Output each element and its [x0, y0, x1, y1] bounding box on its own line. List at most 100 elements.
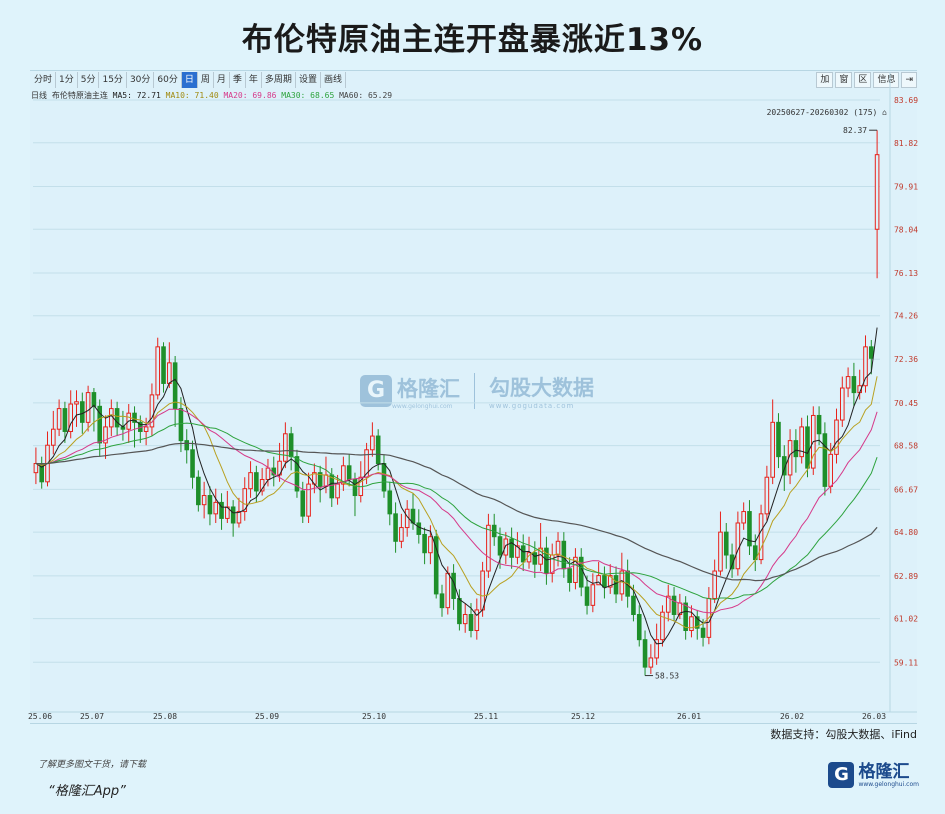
ma30-line — [35, 422, 878, 600]
x-tick-label: 26.01 — [677, 712, 701, 721]
chart-tool-0[interactable]: 加 — [816, 72, 834, 88]
candle-body — [520, 545, 526, 563]
chart-tool-1[interactable]: 窗 — [835, 72, 853, 88]
chart-tool-4[interactable]: ⇥ — [901, 72, 917, 88]
candle-body — [428, 536, 433, 554]
candle-body — [85, 392, 91, 423]
candle-body — [416, 522, 422, 535]
y-tick-label: 83.69 — [894, 96, 918, 105]
candle-body — [219, 501, 224, 519]
y-tick-label: 79.91 — [894, 182, 918, 191]
period-tab-3[interactable]: 15分 — [99, 72, 127, 88]
candle-body — [190, 449, 195, 478]
footer-note: 了解更多图文干货，请下载 — [38, 760, 147, 770]
y-tick-label: 64.80 — [894, 528, 918, 537]
period-tab-7[interactable]: 周 — [198, 72, 214, 88]
chart-frame — [30, 70, 917, 724]
candle-body — [300, 490, 306, 517]
period-tab-5[interactable]: 60分 — [154, 72, 182, 88]
chart-tool-2[interactable]: 区 — [854, 72, 872, 88]
candle-body — [718, 531, 723, 572]
candle-body — [613, 575, 619, 595]
y-tick-label: 81.82 — [894, 139, 918, 148]
candle-body — [532, 552, 538, 565]
ma5-label: MA5: 72.71 — [112, 91, 161, 100]
candle-body — [723, 531, 729, 556]
period-tab-4[interactable]: 30分 — [127, 72, 155, 88]
candle-body — [567, 568, 572, 583]
watermark-name: 格隆汇 — [397, 376, 460, 401]
candle-body — [265, 467, 271, 481]
candle-body — [578, 556, 584, 588]
candle-body — [97, 405, 103, 444]
high-annotation: 82.37 — [843, 126, 867, 135]
ma20-line — [35, 408, 878, 614]
candle-body — [863, 346, 868, 387]
candle-body — [375, 435, 381, 465]
candle-body — [393, 513, 398, 542]
period-tab-8[interactable]: 月 — [214, 72, 230, 88]
period-tab-11[interactable]: 多周期 — [262, 72, 296, 88]
candle-body — [758, 513, 764, 561]
candle-body — [851, 376, 857, 394]
y-tick-label: 59.11 — [894, 658, 918, 667]
candle-body — [80, 401, 85, 423]
candle-body — [590, 584, 596, 606]
period-tab-0[interactable]: 分时 — [31, 72, 57, 88]
period-tab-9[interactable]: 季 — [230, 72, 246, 88]
chart-tool-3[interactable]: 信息 — [873, 72, 900, 88]
candle-body — [387, 490, 393, 515]
candle-body — [370, 435, 375, 451]
candle-body — [793, 440, 799, 458]
candle-body — [555, 540, 561, 556]
candle-body — [236, 511, 242, 524]
candle-body — [607, 575, 613, 588]
candle-body — [770, 421, 775, 478]
watermark-logo-icon: G — [360, 375, 392, 407]
candle-body — [439, 593, 445, 609]
candle-body — [132, 412, 137, 423]
y-tick-label: 66.67 — [894, 485, 918, 494]
candle-body — [306, 483, 311, 517]
brand-name: 格隆汇 — [858, 761, 910, 782]
ma-legend-prefix: 日线 布伦特原油主连 — [31, 91, 108, 100]
y-tick-label: 70.45 — [894, 399, 918, 408]
period-tab-6[interactable]: 日 — [181, 72, 198, 88]
range-label: 20250627-20260302 (175) ⌂ — [766, 108, 887, 117]
candle-body — [799, 426, 804, 458]
candle-body — [834, 419, 839, 455]
y-tick-label: 68.58 — [894, 442, 918, 451]
footer-app-name: “格隆汇App” — [48, 784, 126, 799]
ma20-label: MA20: 69.86 — [223, 91, 277, 100]
period-tab-1[interactable]: 1分 — [56, 72, 78, 88]
candle-body — [474, 609, 480, 632]
candle-body — [51, 428, 56, 446]
candle-body — [839, 387, 845, 421]
candle-body — [648, 657, 654, 668]
ma-legend: 日线 布伦特原油主连 MA5: 72.71 MA10: 71.40 MA20: … — [31, 90, 392, 101]
period-tab-2[interactable]: 5分 — [78, 72, 100, 88]
brand-logo: G 格隆汇 www.gelonghui.com — [828, 762, 919, 788]
period-tab-12[interactable]: 设置 — [296, 72, 321, 88]
candle-body — [561, 540, 567, 570]
x-tick-label: 25.07 — [80, 712, 104, 721]
x-tick-label: 26.02 — [780, 712, 804, 721]
candle-body — [74, 401, 79, 405]
y-tick-label: 61.02 — [894, 615, 918, 624]
x-tick-label: 25.09 — [255, 712, 279, 721]
candle-body — [486, 524, 491, 572]
ma60-line — [35, 442, 878, 582]
y-tick-label: 62.89 — [894, 572, 918, 581]
candle-body — [242, 488, 248, 513]
y-tick-label: 72.36 — [894, 355, 918, 364]
candle-body — [149, 394, 155, 428]
candle-body — [671, 595, 677, 615]
watermark-url2: www.gogudata.com — [489, 402, 575, 410]
candle-body — [155, 346, 161, 396]
brand-url: www.gelonghui.com — [858, 780, 919, 788]
period-tab-10[interactable]: 年 — [246, 72, 262, 88]
candle-body — [747, 511, 752, 547]
period-tab-13[interactable]: 画线 — [321, 72, 346, 88]
candle-body — [828, 453, 833, 487]
